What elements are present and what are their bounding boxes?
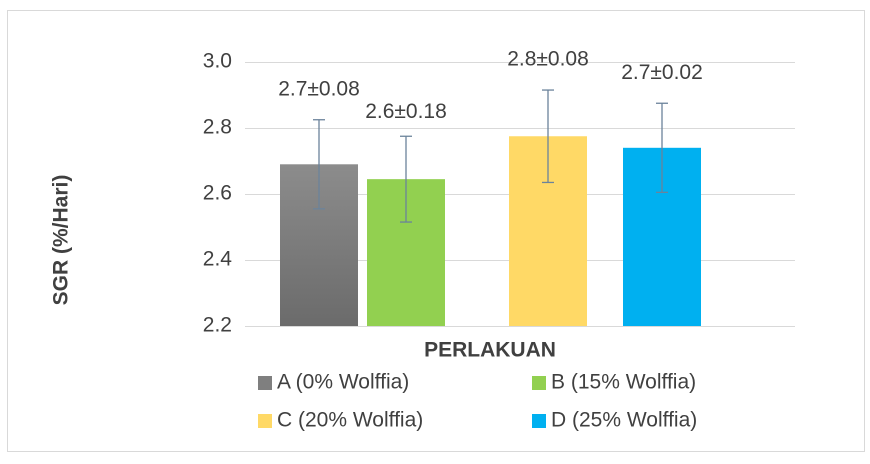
legend-label: B (15% Wolffia) xyxy=(551,371,696,394)
y-tick-label: 2.2 xyxy=(203,314,232,337)
y-tick-label: 2.6 xyxy=(203,182,232,205)
y-tick-label: 2.4 xyxy=(203,248,233,271)
data-label: 2.6±0.18 xyxy=(365,100,447,123)
y-tick-label: 3.0 xyxy=(203,50,232,73)
legend-label: C (20% Wolffia) xyxy=(277,409,423,432)
y-tick-label: 2.8 xyxy=(203,116,232,139)
y-axis-title: SGR (%/Hari) xyxy=(50,175,73,306)
legend-swatch xyxy=(532,414,546,428)
data-label: 2.7±0.08 xyxy=(278,77,360,100)
legend-label: D (25% Wolffia) xyxy=(551,409,697,432)
legend-swatch xyxy=(532,376,546,390)
x-axis-title: PERLAKUAN xyxy=(424,339,556,362)
data-label: 2.7±0.02 xyxy=(621,61,703,84)
legend-label: A (0% Wolffia) xyxy=(277,371,409,394)
legend-swatch xyxy=(258,376,272,390)
legend-swatch xyxy=(258,414,272,428)
data-label: 2.8±0.08 xyxy=(507,48,589,71)
